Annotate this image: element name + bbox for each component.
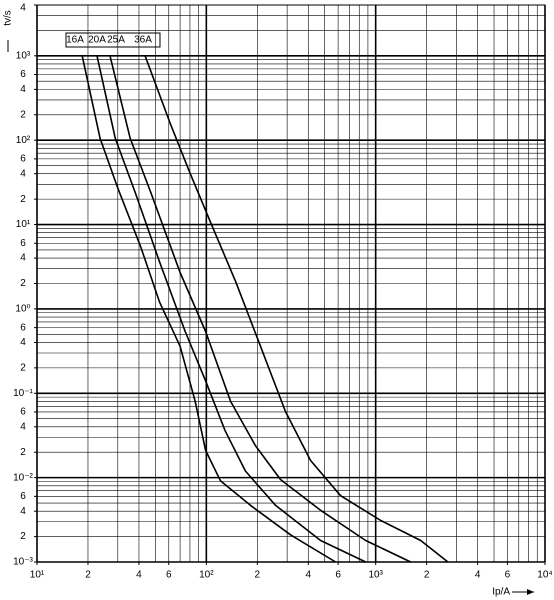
x-tick-label: 4 [136,570,142,581]
y-tick-label: 10⁰ [15,304,30,315]
series-line [109,55,412,563]
x-tick-label: 10⁴ [537,570,552,581]
y-tick-label: 10⁻¹ [13,388,33,399]
y-tick-label: 4 [20,421,26,432]
x-axis-arrow [512,589,534,595]
y-tick-label: 10¹ [16,219,31,230]
legend-label: 16A [66,35,84,46]
x-tick-label: 2 [255,570,261,581]
y-tick-label: 4 [20,168,26,179]
legend-label: 20A [88,35,106,46]
y-tick-label: 2 [20,363,26,374]
y-axis-label: tv/s [3,10,14,26]
y-tick-label: 6 [20,69,26,80]
y-tick-label: 10⁻³ [13,557,33,568]
x-tick-label: 6 [505,570,511,581]
y-tick-label: 2 [20,278,26,289]
x-tick-label: 10¹ [30,570,45,581]
x-tick-label: 6 [166,570,172,581]
x-tick-label: 10³ [368,570,383,581]
x-axis-label: Ip/A [492,587,510,598]
y-tick-label: 6 [20,407,26,418]
legend-box [65,32,161,48]
y-tick-label: 6 [20,154,26,165]
y-tick-label: 4 [20,337,26,348]
legend-label: 36A [134,35,152,46]
series-line [81,55,337,563]
y-tick-label: 4 [20,253,26,264]
y-tick-label: 4 [20,3,26,14]
y-tick-label: 10⁻² [13,472,33,483]
x-tick-label: 4 [306,570,312,581]
x-tick-label: 2 [85,570,91,581]
grid [36,4,546,563]
y-tick-label: 2 [20,447,26,458]
legend-label: 25A [107,35,125,46]
x-tick-label: 4 [475,570,481,581]
x-tick-label: 2 [424,570,430,581]
y-tick-label: 4 [20,84,26,95]
y-tick-label: 10³ [16,50,31,61]
y-tick-label: 2 [20,531,26,542]
y-tick-label: 6 [20,322,26,333]
series-line [144,55,449,563]
y-tick-label: 6 [20,238,26,249]
y-tick-label: 2 [20,194,26,205]
x-tick-label: 6 [335,570,341,581]
series-line [96,55,367,563]
y-tick-label: 2 [20,109,26,120]
y-tick-label: 10² [16,135,31,146]
y-tick-label: 6 [20,491,26,502]
y-tick-label: 4 [20,506,26,517]
x-tick-label: 10² [199,570,214,581]
